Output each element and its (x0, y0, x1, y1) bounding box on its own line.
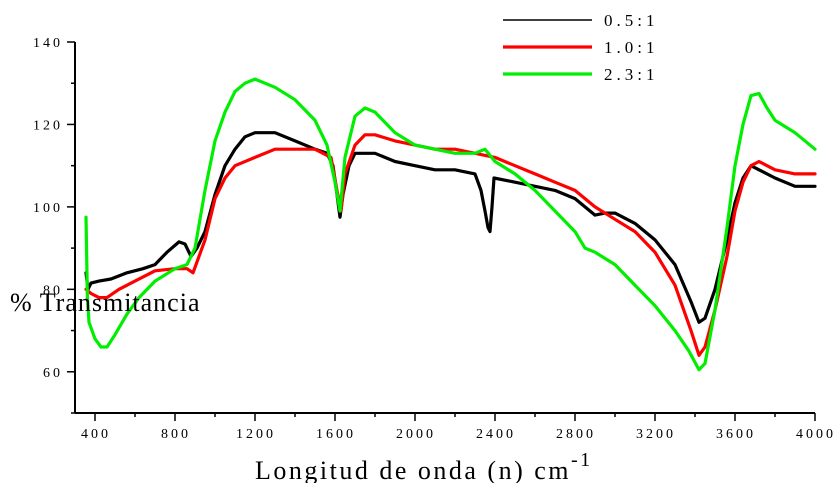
y-tick-label: 60 (43, 366, 63, 381)
y-tick-label: 120 (33, 118, 63, 133)
x-tick-label: 3200 (636, 427, 676, 442)
y-tick-label: 80 (43, 283, 63, 298)
x-tick-label: 2400 (476, 427, 516, 442)
x-tick-label: 2800 (556, 427, 596, 442)
legend-label: 1.0:1 (604, 38, 658, 57)
axes (74, 42, 815, 414)
x-axis-title-text: Longitud de onda (n) cm (255, 456, 571, 483)
legend-label: 2.3:1 (604, 65, 658, 84)
x-tick-label: 1200 (236, 427, 276, 442)
plot-area (84, 77, 817, 372)
x-tick-label: 400 (81, 427, 111, 442)
y-axis-title: % Transmitancia (10, 288, 201, 317)
x-tick-label: 2000 (396, 427, 436, 442)
x-axis-title-superscript: -1 (571, 449, 593, 471)
x-tick-label: 1600 (316, 427, 356, 442)
series-line-1 (84, 131, 817, 324)
x-tick-label: 4000 (796, 427, 836, 442)
series-line-3 (84, 77, 817, 372)
series-line-2 (84, 133, 817, 357)
y-tick-label: 140 (33, 36, 63, 51)
x-tick-label: 3600 (716, 427, 756, 442)
legend: 0.5:1 1.0:1 2.3:1 (503, 11, 658, 84)
legend-label: 0.5:1 (604, 11, 658, 30)
tick-marks (67, 41, 816, 421)
x-tick-label: 800 (161, 427, 191, 442)
tick-labels: 400 800 1200 1600 2000 2400 2800 3200 3600 4000 60… (33, 36, 836, 442)
x-axis-title: Longitud de onda (n) cm-1 (255, 449, 593, 483)
y-tick-label: 100 (33, 201, 63, 216)
